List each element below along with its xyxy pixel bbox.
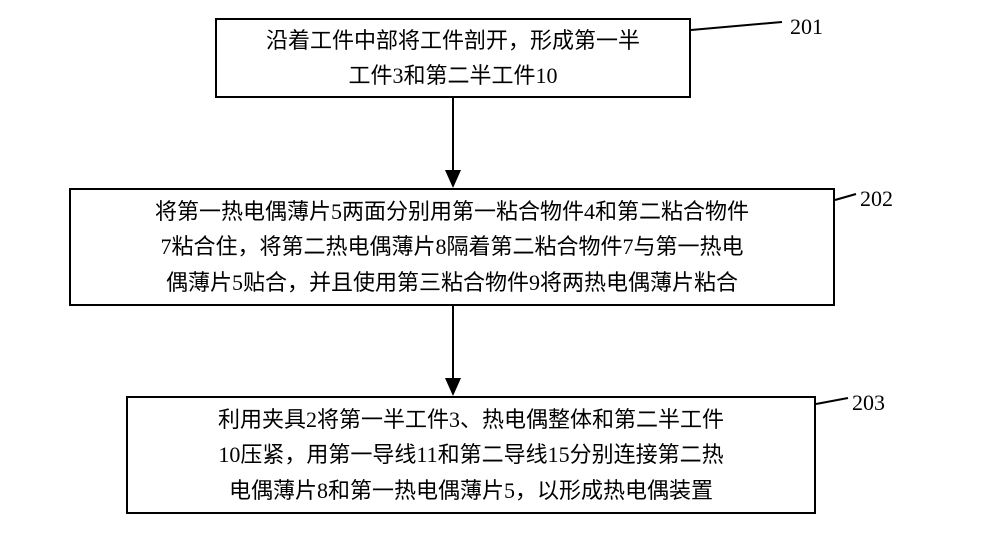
flow-step-text: 沿着工件中部将工件剖开，形成第一半 工件3和第二半工件10 <box>266 23 640 93</box>
flow-step-step2: 将第一热电偶薄片5两面分别用第一粘合物件4和第二粘合物件 7粘合住，将第二热电偶… <box>69 188 835 306</box>
flow-step-label: 203 <box>852 390 885 416</box>
flow-step-text: 利用夹具2将第一半工件3、热电偶整体和第二半工件 10压紧，用第一导线11和第二… <box>218 402 724 508</box>
flow-step-step1: 沿着工件中部将工件剖开，形成第一半 工件3和第二半工件10 <box>215 18 691 98</box>
flow-step-text: 将第一热电偶薄片5两面分别用第一粘合物件4和第二粘合物件 7粘合住，将第二热电偶… <box>155 194 749 300</box>
flow-step-step3: 利用夹具2将第一半工件3、热电偶整体和第二半工件 10压紧，用第一导线11和第二… <box>126 396 816 514</box>
flow-step-label: 201 <box>790 14 823 40</box>
flow-step-label: 202 <box>860 186 893 212</box>
flowchart-canvas: 沿着工件中部将工件剖开，形成第一半 工件3和第二半工件10 201 将第一热电偶薄片… <box>0 0 1000 536</box>
